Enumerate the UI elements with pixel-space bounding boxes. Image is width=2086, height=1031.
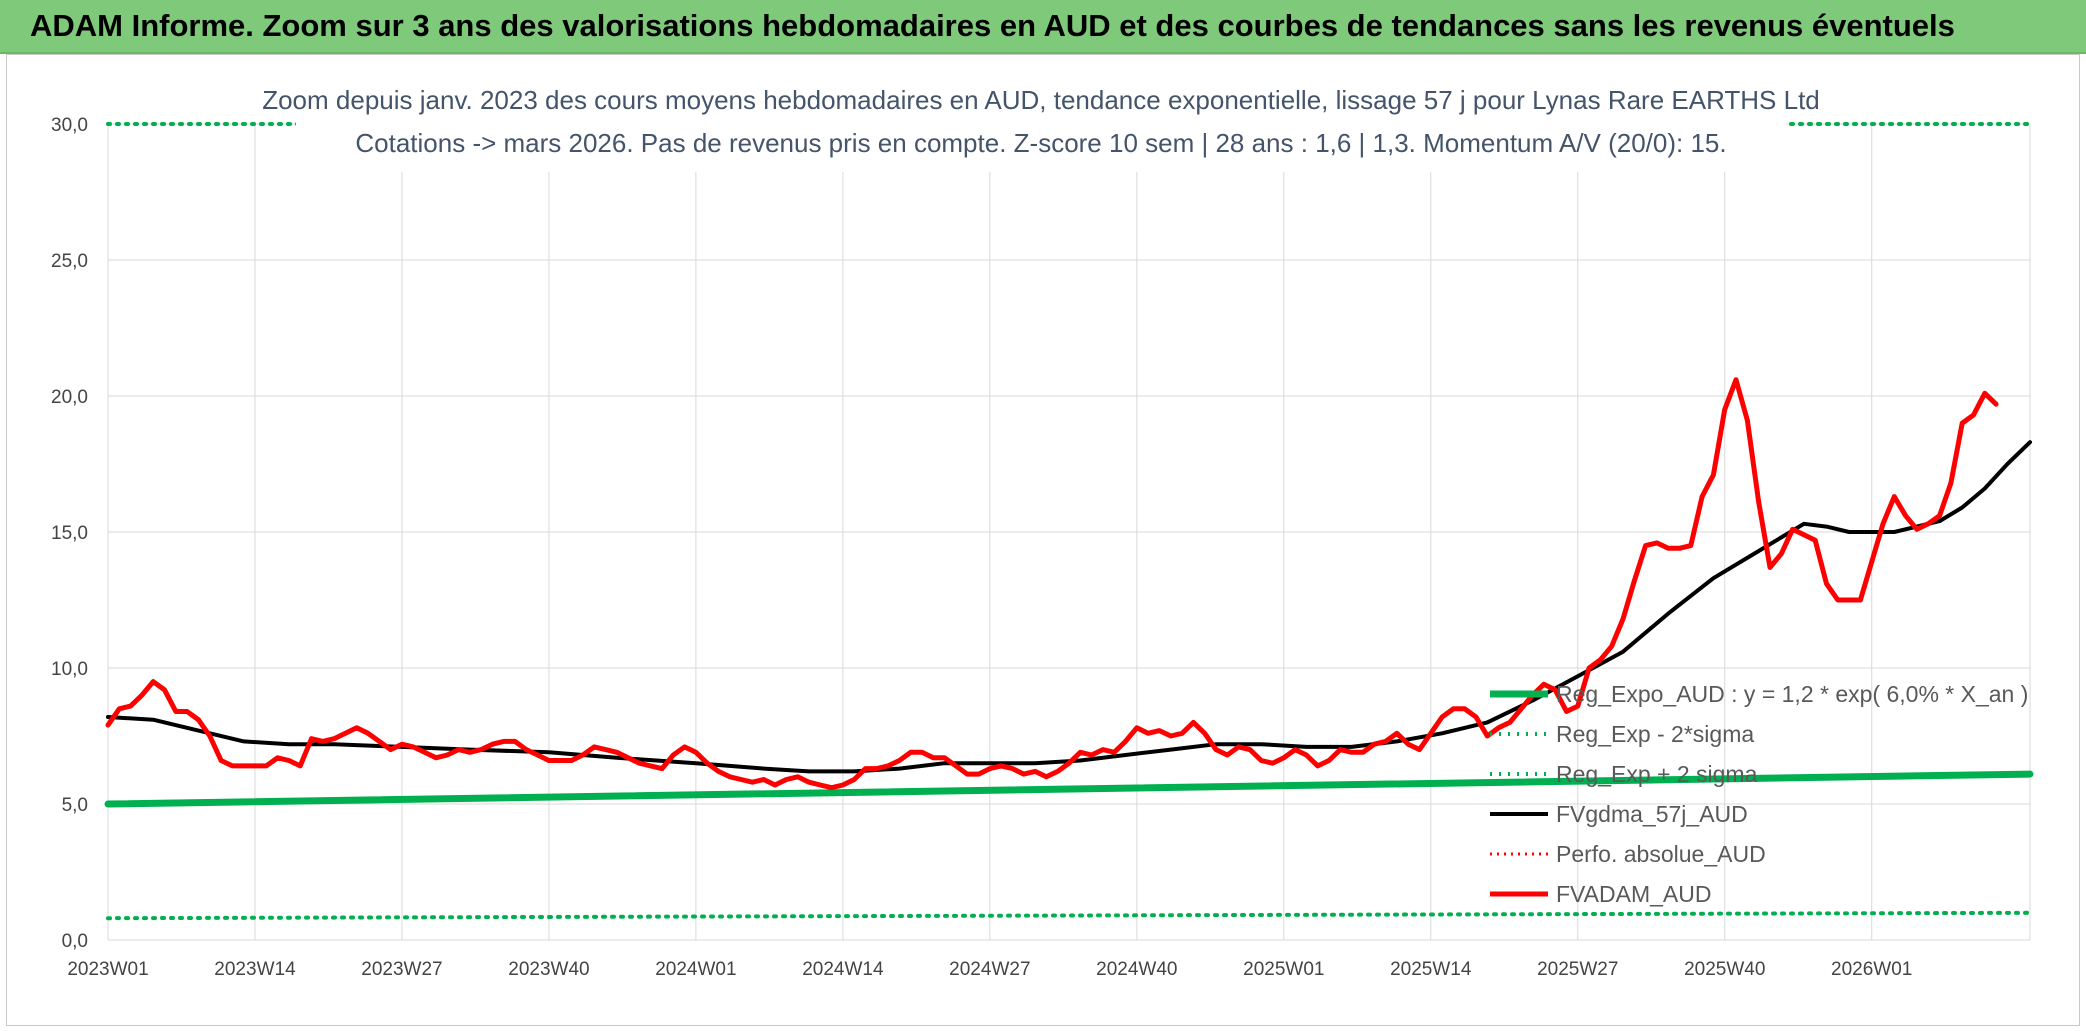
x-tick-label: 2025W40 [1684,959,1765,980]
legend-label-fvgdma-57j: FVgdma_57j_AUD [1556,801,1748,827]
legend-label-reg-plus-2sigma: Reg_Exp + 2 sigma [1556,761,1758,787]
x-tick-label: 2023W01 [67,959,148,980]
y-tick-label: 25,0 [51,251,88,272]
y-tick-label: 20,0 [51,387,88,408]
x-tick-label: 2023W27 [361,959,442,980]
legend-label-reg-minus-2sigma: Reg_Exp - 2*sigma [1556,721,1754,747]
x-tick-label: 2023W14 [214,959,296,980]
chart-legend: Reg_Expo_AUD : y = 1,2 * exp( 6,0% * X_a… [1490,681,2028,907]
chart-subtitle-line1: Zoom depuis janv. 2023 des cours moyens … [262,85,1820,115]
subtitle-background [296,74,1786,172]
y-tick-label: 10,0 [51,659,88,680]
x-tick-label: 2024W27 [949,959,1030,980]
y-axis-ticks: 0,0 5,0 10,0 15,0 20,0 25,0 30,0 [51,115,88,952]
chart-series [104,122,2034,921]
x-tick-label: 2025W14 [1390,959,1472,980]
series-line-fvgdma-57j [106,440,2032,774]
x-axis-ticks: 2023W01 2023W14 2023W27 2023W40 2024W01 2024W… [67,959,1912,980]
y-tick-label: 30,0 [51,115,88,136]
series-line-fvadam [105,377,1999,791]
series-line-reg-expo [104,770,2034,808]
legend-label-perfo-absolue: Perfo. absolue_AUD [1556,841,1766,867]
chart-subtitle-line2: Cotations -> mars 2026. Pas de revenus p… [355,128,1726,158]
x-tick-label: 2024W14 [802,959,884,980]
banner-title: ADAM Informe. Zoom sur 3 ans des valoris… [30,8,1955,43]
x-tick-label: 2024W01 [655,959,736,980]
header-banner: ADAM Informe. Zoom sur 3 ans des valoris… [0,0,2086,54]
series-line-reg-minus-2sigma [106,910,2032,921]
x-tick-label: 2025W01 [1243,959,1324,980]
legend-label-fvadam: FVADAM_AUD [1556,881,1712,907]
chart-frame [6,54,2080,1026]
y-tick-label: 5,0 [62,795,88,816]
x-tick-label: 2024W40 [1096,959,1177,980]
x-tick-label: 2026W01 [1831,959,1912,980]
legend-label-reg-expo: Reg_Expo_AUD : y = 1,2 * exp( 6,0% * X_a… [1556,681,2028,707]
x-tick-label: 2023W40 [508,959,589,980]
y-tick-label: 15,0 [51,523,88,544]
y-tick-label: 0,0 [62,931,88,952]
x-tick-label: 2025W27 [1537,959,1618,980]
